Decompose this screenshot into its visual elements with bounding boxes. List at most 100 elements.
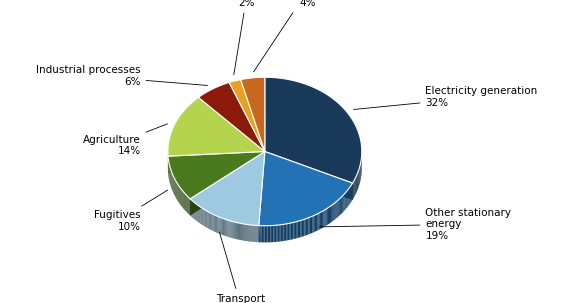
Polygon shape	[347, 190, 348, 208]
Polygon shape	[350, 185, 351, 203]
Polygon shape	[243, 224, 244, 241]
Polygon shape	[338, 199, 339, 217]
Polygon shape	[337, 200, 338, 218]
Polygon shape	[233, 222, 234, 238]
Polygon shape	[282, 224, 284, 241]
Polygon shape	[299, 221, 301, 238]
Polygon shape	[314, 215, 315, 232]
Polygon shape	[249, 225, 250, 241]
Polygon shape	[254, 225, 255, 242]
Polygon shape	[330, 206, 331, 223]
Polygon shape	[310, 217, 311, 234]
Polygon shape	[198, 205, 199, 223]
Polygon shape	[289, 223, 291, 240]
Text: Transport
13%: Transport 13%	[216, 232, 265, 303]
Polygon shape	[259, 226, 260, 242]
Polygon shape	[307, 218, 308, 235]
Polygon shape	[206, 211, 207, 228]
Polygon shape	[315, 215, 316, 232]
Polygon shape	[349, 187, 350, 205]
Polygon shape	[302, 220, 303, 237]
Polygon shape	[195, 203, 196, 221]
Polygon shape	[261, 226, 263, 242]
Polygon shape	[205, 210, 206, 227]
Polygon shape	[296, 221, 298, 238]
Polygon shape	[238, 223, 239, 240]
Polygon shape	[336, 201, 337, 218]
Text: Other stationary
energy
19%: Other stationary energy 19%	[319, 208, 512, 241]
Polygon shape	[247, 225, 248, 241]
Polygon shape	[320, 212, 321, 229]
Polygon shape	[276, 225, 278, 242]
Polygon shape	[278, 225, 279, 242]
Polygon shape	[225, 219, 226, 236]
Text: Agriculture
14%: Agriculture 14%	[83, 124, 168, 156]
Polygon shape	[318, 213, 319, 231]
Polygon shape	[202, 208, 203, 225]
Polygon shape	[316, 214, 318, 231]
Polygon shape	[257, 225, 258, 242]
Polygon shape	[351, 184, 352, 202]
Polygon shape	[213, 215, 215, 231]
Polygon shape	[232, 221, 233, 238]
Polygon shape	[340, 197, 341, 215]
Polygon shape	[193, 201, 194, 218]
Polygon shape	[260, 226, 261, 242]
Polygon shape	[237, 223, 238, 239]
Polygon shape	[203, 208, 204, 226]
Polygon shape	[190, 152, 265, 215]
Text: Waste
2%: Waste 2%	[230, 0, 263, 75]
Polygon shape	[263, 226, 264, 242]
Polygon shape	[218, 217, 220, 234]
Polygon shape	[281, 225, 282, 241]
Polygon shape	[265, 77, 362, 183]
Polygon shape	[346, 191, 347, 208]
Polygon shape	[331, 205, 332, 222]
Polygon shape	[222, 218, 223, 235]
Polygon shape	[250, 225, 251, 241]
Polygon shape	[190, 152, 265, 215]
Polygon shape	[226, 219, 227, 236]
Polygon shape	[345, 192, 346, 209]
Polygon shape	[204, 210, 205, 227]
Polygon shape	[242, 224, 243, 241]
Polygon shape	[245, 224, 246, 241]
Polygon shape	[251, 225, 252, 242]
Polygon shape	[328, 207, 329, 225]
Polygon shape	[255, 225, 256, 242]
Polygon shape	[248, 225, 249, 241]
Polygon shape	[325, 209, 327, 226]
Polygon shape	[342, 196, 343, 213]
Polygon shape	[333, 203, 335, 221]
Polygon shape	[266, 226, 268, 242]
Polygon shape	[220, 218, 221, 235]
Polygon shape	[264, 226, 266, 242]
Polygon shape	[253, 225, 254, 242]
Polygon shape	[285, 224, 286, 241]
Polygon shape	[332, 204, 333, 221]
Polygon shape	[284, 224, 285, 241]
Polygon shape	[230, 221, 231, 238]
Polygon shape	[228, 220, 229, 237]
Polygon shape	[191, 200, 192, 217]
Polygon shape	[244, 224, 245, 241]
Text: Electricity generation
32%: Electricity generation 32%	[354, 86, 538, 109]
Polygon shape	[339, 198, 340, 216]
Polygon shape	[324, 209, 325, 227]
Polygon shape	[215, 215, 216, 232]
Polygon shape	[168, 152, 265, 199]
Polygon shape	[321, 211, 322, 229]
Polygon shape	[259, 152, 265, 242]
Polygon shape	[259, 152, 353, 226]
Polygon shape	[353, 181, 354, 200]
Polygon shape	[196, 204, 197, 221]
Polygon shape	[190, 152, 265, 226]
Polygon shape	[311, 216, 312, 233]
Polygon shape	[241, 77, 265, 152]
Polygon shape	[201, 208, 202, 225]
Polygon shape	[323, 210, 324, 227]
Polygon shape	[288, 223, 289, 240]
Polygon shape	[207, 211, 208, 228]
Polygon shape	[256, 225, 257, 242]
Polygon shape	[306, 218, 307, 235]
